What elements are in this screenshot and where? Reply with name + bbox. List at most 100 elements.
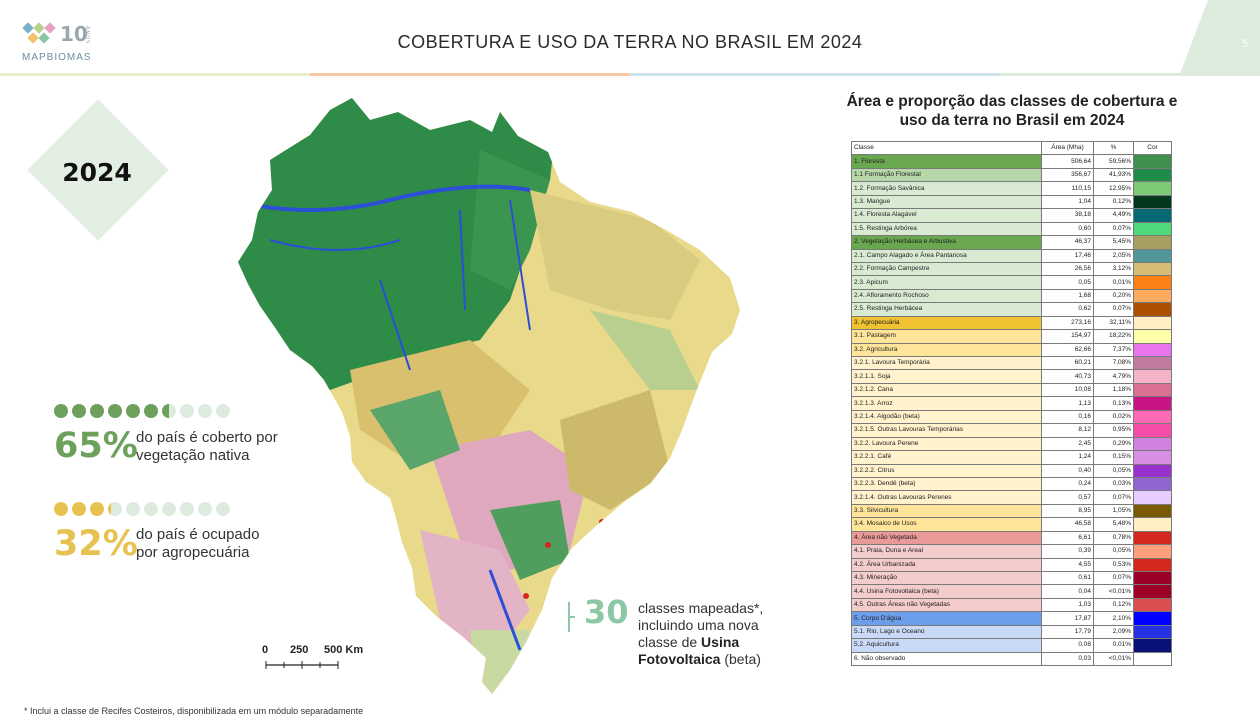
cell-class-name: 2.1. Campo Alagado e Área Pantanosa <box>851 248 1042 263</box>
cell-area: 60,21 <box>1041 355 1094 371</box>
cell-percent: 0,02% <box>1093 409 1134 425</box>
cell-class-name: 2.4. Afloramento Rochoso <box>851 288 1042 304</box>
cell-area: 38,18 <box>1041 208 1094 223</box>
table-row: 4.2. Área Urbanizada 4,55 0,53% <box>851 557 1172 573</box>
agriculture-description-line1: do país é ocupado <box>136 526 260 543</box>
gauge-dot <box>72 502 86 516</box>
cell-area: 0,60 <box>1041 221 1094 237</box>
logo-anniversary-label: ANOS <box>84 26 90 45</box>
cell-color-swatch <box>1133 181 1172 196</box>
agriculture-dot-gauge <box>54 502 230 516</box>
cell-class-name: 1.1 Formação Florestal <box>851 167 1042 183</box>
cell-percent: 2,10% <box>1093 611 1134 626</box>
table-row: 3.2.1.4. Outras Lavouras Perenes 0,57 0,07… <box>851 490 1172 505</box>
table-row: 5.2. Aquicultura 0,08 0,01% <box>851 638 1172 653</box>
cell-percent: 0,53% <box>1093 557 1134 573</box>
table-row: 4.1. Praia, Duna e Areal 0,39 0,05% <box>851 544 1172 559</box>
cell-color-swatch <box>1133 557 1172 573</box>
table-row: 4. Área não Vegetada 6,61 0,78% <box>851 530 1172 546</box>
table-row: 3.2.2.2. Citrus 0,40 0,05% <box>851 463 1172 478</box>
cell-area: 46,58 <box>1041 517 1094 532</box>
gauge-dot <box>180 502 194 516</box>
cell-area: 110,15 <box>1041 181 1094 196</box>
agriculture-description-line2: por agropecuária <box>136 544 250 561</box>
header-rule-mint <box>1000 73 1260 76</box>
table-row: 3.2.1.3. Arroz 1,13 0,13% <box>851 396 1172 411</box>
cell-percent: 32,11% <box>1093 315 1134 331</box>
cell-color-swatch <box>1133 248 1172 263</box>
cell-color-swatch <box>1133 638 1172 653</box>
cell-class-name: 3.4. Mosaico de Usos <box>851 517 1042 532</box>
corner-decoration <box>1180 0 1260 74</box>
header-rule-green <box>0 73 310 76</box>
cell-percent: 0,12% <box>1093 597 1134 613</box>
cell-color-swatch <box>1133 463 1172 478</box>
classes-description: classes mapeadas*, incluindo uma nova cl… <box>638 600 808 668</box>
gauge-dot <box>162 502 176 516</box>
classes-count: 30 <box>584 593 629 631</box>
cell-color-swatch <box>1133 288 1172 304</box>
cell-class-name: 4.3. Mineração <box>851 570 1042 586</box>
cell-class-name: 3.1. Pastagem <box>851 329 1042 344</box>
brazil-land-cover-map <box>238 98 740 694</box>
scale-label-250: 250 <box>290 644 309 656</box>
cell-percent: 0,01% <box>1093 275 1134 290</box>
cell-percent: 0,05% <box>1093 544 1134 559</box>
cell-percent: 3,12% <box>1093 261 1134 277</box>
table-title: Área e proporção das classes de cobertur… <box>810 92 1214 130</box>
table-row: 3.4. Mosaico de Usos 46,58 5,48% <box>851 517 1172 532</box>
table-row: 2. Vegetação Herbácea e Arbustiva 46,37 5,… <box>851 235 1172 250</box>
cell-class-name: 2.5. Restinga Herbácea <box>851 302 1042 317</box>
cell-area: 8,12 <box>1041 423 1094 438</box>
scale-bar-ruler <box>265 661 339 669</box>
gauge-dot <box>126 502 140 516</box>
vegetation-percentage: 65% <box>54 426 138 466</box>
year-badge: 2024 <box>62 158 132 187</box>
cell-area: 273,16 <box>1041 315 1094 331</box>
cell-class-name: 3.2.1.3. Arroz <box>851 396 1042 411</box>
cell-percent: 0,15% <box>1093 450 1134 465</box>
cell-color-swatch <box>1133 261 1172 277</box>
table-row: 6. Não observado 0,03 <0,01% <box>851 651 1172 667</box>
cell-area: 1,13 <box>1041 396 1094 411</box>
table-row: 1.5. Restinga Arbórea 0,60 0,07% <box>851 221 1172 237</box>
gauge-dot <box>72 404 86 418</box>
classes-callout-marker <box>568 602 575 632</box>
cell-class-name: 2. Vegetação Herbácea e Arbustiva <box>851 235 1042 250</box>
gauge-dot <box>54 502 68 516</box>
table-row: 4.5. Outras Áreas não Vegetadas 1,03 0,12% <box>851 597 1172 613</box>
cell-percent: 0,12% <box>1093 194 1134 210</box>
table-row: 3.1. Pastagem 154,97 18,22% <box>851 329 1172 344</box>
gauge-dot <box>198 502 212 516</box>
cell-area: 4,55 <box>1041 557 1094 573</box>
table-row: 2.2. Formação Campestre 26,56 3,12% <box>851 261 1172 277</box>
cell-class-name: 3.2.2.1. Café <box>851 450 1042 465</box>
cell-area: 0,61 <box>1041 570 1094 586</box>
vegetation-description: do país é coberto por vegetação nativa <box>136 429 326 465</box>
cell-color-swatch <box>1133 167 1172 183</box>
cell-percent: 0,07% <box>1093 302 1134 317</box>
header-rule-orange <box>310 73 630 76</box>
cell-class-name: 3.2.1. Lavoura Temporária <box>851 355 1042 371</box>
gauge-dot <box>90 502 104 516</box>
table-row: 3.2.1.5. Outras Lavouras Temporárias 8,12… <box>851 423 1172 438</box>
cell-percent: 0,13% <box>1093 396 1134 411</box>
cell-class-name: 3.2.2. Lavoura Perene <box>851 436 1042 452</box>
cell-class-name: 4.4. Usina Fotovoltaica (beta) <box>851 584 1042 599</box>
classes-line3-bold: Usina <box>701 634 740 650</box>
cell-area: 0,16 <box>1041 409 1094 425</box>
cell-area: 10,08 <box>1041 382 1094 398</box>
land-cover-table: Classe Área (Mha) % Cor 1. Floresta 506,6… <box>851 140 1172 667</box>
gauge-dot <box>54 404 68 418</box>
gauge-dot <box>216 502 230 516</box>
cell-class-name: 1.3. Mangue <box>851 194 1042 210</box>
gauge-dot <box>216 404 230 418</box>
cell-class-name: 1.5. Restinga Arbórea <box>851 221 1042 237</box>
cell-percent: 0,20% <box>1093 288 1134 304</box>
mapbiomas-logo: 10 ANOS MAPBIOMAS <box>22 22 102 66</box>
scale-label-0: 0 <box>262 644 269 656</box>
header-rule-blue <box>630 73 1000 76</box>
cell-area: 1,68 <box>1041 288 1094 304</box>
cell-percent: 1,18% <box>1093 382 1134 398</box>
classes-line1: classes mapeadas*, <box>638 600 764 616</box>
